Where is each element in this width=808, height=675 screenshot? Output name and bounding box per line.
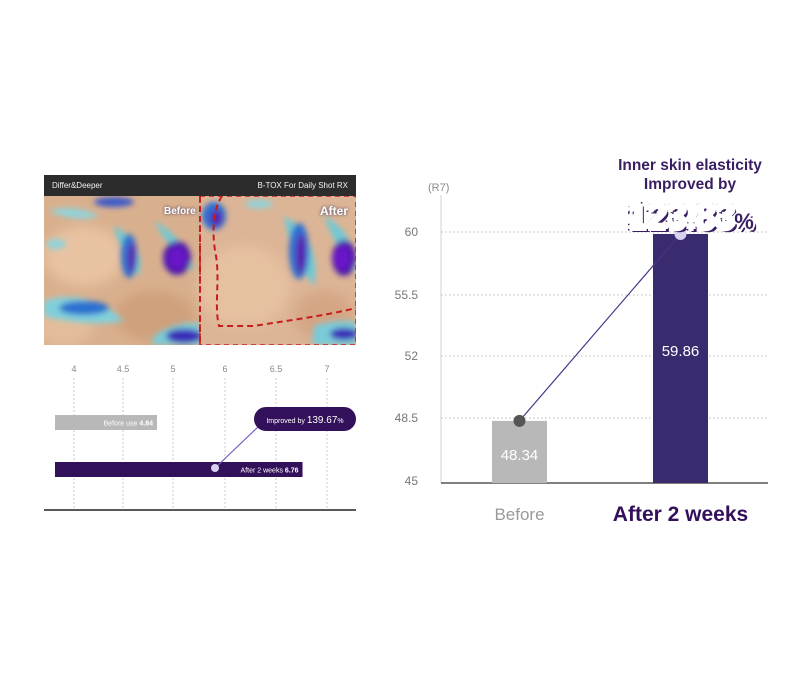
headline-unit: % — [734, 209, 754, 234]
right-tick-label: 45 — [405, 474, 419, 488]
headline-percentage: 123.83% — [590, 195, 790, 239]
left-bar — [55, 415, 157, 430]
left-bar-chart: 4 4.5 5 6 6.5 7 Before use 4.84 After 2 weeks 6… — [44, 360, 364, 525]
left-tick-label: 6 — [222, 364, 227, 374]
right-tick-label: 55.5 — [395, 288, 419, 302]
right-category-label: After 2 weeks — [613, 503, 748, 526]
photo-header: Differ&Deeper B-TOX For Daily Shot RX — [44, 175, 356, 196]
left-bar-label: Before use 4.84 — [104, 421, 154, 428]
left-callout-badge — [254, 407, 356, 431]
headline-value: 123.83 — [626, 195, 737, 239]
right-bar — [492, 420, 547, 483]
left-callout-text: Improved by 139.67% — [266, 415, 343, 426]
left-callout-line — [214, 425, 260, 469]
headline-line2: Improved by — [643, 176, 737, 193]
right-tick-label: 52 — [405, 349, 419, 363]
after-scan — [199, 196, 356, 345]
right-tick-label: 48.5 — [395, 411, 419, 425]
skin-scan-image — [44, 196, 356, 345]
right-category-label: Before — [494, 505, 544, 524]
brand-label: Differ&Deeper — [52, 181, 103, 190]
right-tick-label: 60 — [405, 225, 419, 239]
right-bar-value-label: 59.86 — [662, 343, 700, 360]
right-bar-value-label: 48.34 — [501, 447, 539, 464]
before-photo-label: Before — [164, 206, 196, 217]
right-unit-label: (R7) — [428, 182, 449, 194]
left-bar — [55, 462, 303, 477]
after-photo-label: After — [320, 204, 349, 218]
headline-line1: Inner skin elasticity — [618, 157, 762, 174]
left-tick-label: 5 — [170, 364, 175, 374]
left-callout-dot — [211, 464, 219, 472]
left-tick-label: 4.5 — [117, 364, 130, 374]
product-label: B-TOX For Daily Shot RX — [257, 181, 348, 190]
left-tick-label: 7 — [324, 364, 329, 374]
left-bar-label: After 2 weeks 6.76 — [241, 468, 299, 475]
left-tick-label: 4 — [71, 364, 76, 374]
comparison-photo-panel: Differ&Deeper B-TOX For Daily Shot RX — [44, 175, 356, 345]
right-trend-line — [519, 233, 681, 422]
right-bar — [653, 233, 708, 483]
left-tick-label: 6.5 — [270, 364, 283, 374]
right-before-marker — [513, 414, 526, 427]
before-scan — [44, 196, 202, 345]
right-after-marker — [674, 227, 687, 240]
